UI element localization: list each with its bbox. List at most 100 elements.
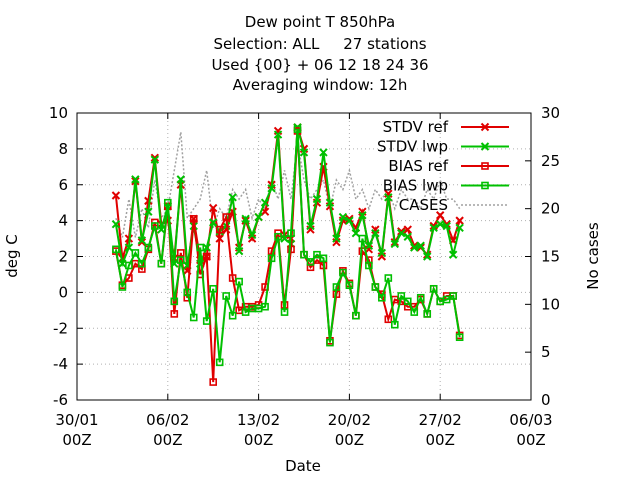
y-tick-label: 6: [58, 176, 68, 194]
data-point-bias-lwp: [319, 254, 328, 263]
data-point-bias-lwp: [151, 222, 159, 230]
data-point-bias-lwp: [384, 274, 393, 282]
marker-stroke: [448, 250, 458, 259]
data-point-bias-lwp: [189, 313, 198, 322]
data-point-stdv-lwp: [312, 194, 322, 204]
legend-item-cases: CASES: [399, 196, 509, 214]
data-point-bias-lwp: [423, 310, 432, 318]
data-point-stdv-lwp: [371, 228, 380, 238]
data-point-stdv-lwp: [208, 218, 218, 227]
marker-stroke: [241, 214, 250, 224]
marker-stroke: [137, 237, 147, 247]
legend-label: STDV lwp: [377, 138, 448, 156]
y2-tick-label: 0: [541, 391, 551, 409]
marker-stroke: [228, 193, 237, 202]
x-tick-label: 06/02 00Z: [146, 411, 189, 449]
data-point-bias-lwp: [215, 358, 224, 367]
marker-stroke: [351, 228, 361, 238]
data-point-bias-lwp: [228, 311, 237, 320]
marker-stroke: [260, 198, 270, 207]
marker-stroke: [397, 228, 406, 238]
x-tick-label-hour: 00Z: [62, 431, 91, 449]
x-axis-label: Date: [285, 457, 321, 475]
y-tick-label: 0: [58, 283, 68, 301]
x-tick-label-hour: 00Z: [426, 431, 455, 449]
x-tick-label-hour: 00Z: [335, 431, 364, 449]
data-point-stdv-lwp: [403, 232, 412, 241]
marker-stroke: [306, 221, 315, 231]
data-point-stdv-lwp: [234, 246, 244, 256]
data-point-bias-lwp: [410, 308, 419, 316]
data-point-stdv-lwp: [202, 243, 211, 252]
marker-stroke: [234, 246, 244, 256]
marker-stroke: [423, 252, 432, 261]
legend-label: BIAS lwp: [383, 177, 448, 195]
data-point-bias-lwp: [170, 297, 179, 306]
title-line-3: Used {00} + 06 12 18 24 36: [211, 56, 429, 74]
data-point-stdv-lwp: [345, 216, 354, 225]
data-point-stdv-ref: [150, 153, 160, 163]
data-point-stdv-ref: [435, 211, 445, 220]
data-point-stdv-lwp: [319, 148, 328, 157]
data-point-bias-lwp: [267, 254, 276, 263]
marker-stroke: [429, 221, 438, 231]
data-point-stdv-lwp: [228, 193, 237, 202]
y-tick-label: -4: [53, 355, 68, 373]
data-point-bias-lwp: [416, 293, 425, 302]
marker-stroke: [480, 142, 490, 151]
y2-axis-label: No cases: [584, 222, 602, 290]
data-point-stdv-lwp: [410, 243, 419, 252]
legend-item-bias-lwp: BIAS lwp: [383, 177, 509, 195]
data-point-stdv-lwp: [111, 220, 121, 229]
data-point-bias-lwp: [164, 198, 172, 207]
legend-label: STDV ref: [383, 118, 449, 136]
data-point-bias-ref: [176, 249, 185, 257]
marker-stroke: [429, 223, 438, 233]
data-point-bias-ref: [287, 245, 295, 254]
x-tick-label-date: 06/03: [509, 411, 552, 429]
data-point-bias-ref: [189, 215, 198, 223]
data-point-bias-lwp: [300, 250, 308, 259]
axes: 30/01 00Z 06/02 00Z 13/02 00Z 20/02 00Z 27/02 00Z…: [49, 104, 560, 449]
data-point-bias-lwp: [261, 302, 269, 311]
data-point-stdv-lwp: [416, 241, 425, 250]
x-tick-label-date: 20/02: [328, 411, 371, 429]
data-point-stdv-lwp: [144, 207, 153, 216]
x-tick-label: 30/01 00Z: [55, 411, 98, 449]
marker-stroke: [435, 211, 445, 220]
data-point-bias-lwp: [125, 261, 133, 270]
data-point-bias-ref: [170, 310, 179, 318]
marker-stroke: [202, 243, 211, 252]
data-point-stdv-lwp: [358, 211, 367, 220]
legend-marker: [480, 122, 490, 132]
data-point-bias-lwp: [196, 243, 205, 252]
data-point-stdv-lwp: [384, 193, 393, 202]
data-point-stdv-lwp: [150, 155, 160, 164]
data-point-bias-lwp: [112, 245, 120, 254]
data-point-stdv-ref: [455, 216, 464, 225]
legend-marker: [481, 181, 489, 190]
series-bias-lwp: [112, 125, 464, 367]
data-point-bias-lwp: [449, 292, 457, 300]
data-point-bias-lwp: [138, 259, 146, 268]
data-point-bias-lwp: [280, 308, 289, 316]
x-tick-label-hour: 00Z: [244, 431, 273, 449]
title-line-2: Selection: ALL 27 stations: [213, 35, 427, 53]
data-point-stdv-lwp: [435, 220, 445, 229]
marker-stroke: [299, 148, 309, 157]
marker-stroke: [377, 248, 387, 258]
data-point-stdv-lwp: [131, 175, 140, 184]
x-tick-label: 06/03 00Z: [509, 411, 552, 449]
data-point-bias-lwp: [209, 284, 217, 293]
marker-stroke: [338, 212, 348, 222]
data-point-bias-lwp: [235, 277, 243, 286]
marker-stroke: [442, 220, 451, 229]
legend-marker: [481, 162, 489, 170]
data-point-stdv-lwp: [455, 223, 464, 233]
x-tick-label-hour: 00Z: [516, 431, 545, 449]
y-tick-label: 8: [58, 140, 68, 158]
data-point-bias-lwp: [202, 317, 211, 325]
data-point-bias-lwp: [131, 249, 140, 257]
marker-stroke: [345, 216, 354, 225]
